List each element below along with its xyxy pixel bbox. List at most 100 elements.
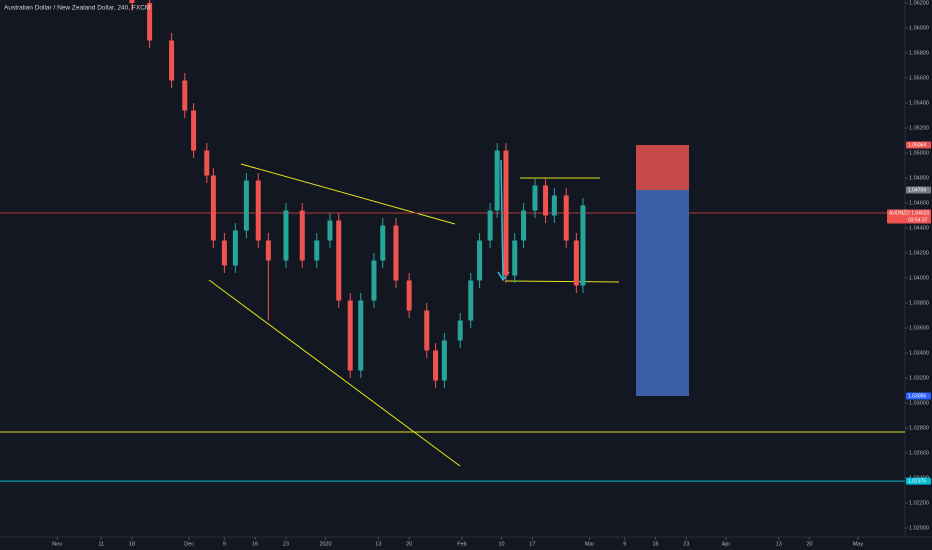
candle-body [327, 220, 333, 241]
x-tick-label: 9 [223, 541, 226, 547]
candle-body [243, 180, 249, 231]
x-tick-label: 20 [806, 541, 812, 547]
candle-body [441, 340, 447, 381]
x-tick-label: 9 [623, 541, 626, 547]
price-label: AUDNZD 1.04520 [889, 210, 930, 216]
x-tick-label: May [853, 541, 864, 547]
y-tick-label: 1.04600 [909, 200, 929, 206]
candle-body [512, 240, 518, 276]
x-tick-label: 18 [129, 541, 135, 547]
price-label: 1.05064 [908, 142, 926, 148]
y-tick-label: 1.03800 [909, 300, 929, 306]
y-tick-label: 1.03000 [909, 400, 929, 406]
x-tick-label: Nov [52, 541, 62, 547]
y-tick-label: 1.05200 [909, 125, 929, 131]
price-label: 1.04704 [908, 187, 926, 193]
candle-body [494, 150, 500, 211]
y-tick-label: 1.05000 [909, 150, 929, 156]
y-tick-label: 1.05400 [909, 100, 929, 106]
x-tick-label: 2020 [319, 541, 331, 547]
candle-body [477, 240, 483, 281]
chart-title: Australian Dollar / New Zealand Dollar, … [4, 5, 150, 12]
candle-body [191, 110, 197, 151]
candle-body [468, 280, 474, 321]
candle-body [255, 180, 261, 241]
y-tick-label: 1.04800 [909, 175, 929, 181]
candle-body [380, 225, 386, 261]
candle-body [204, 150, 210, 176]
candle-body [232, 230, 238, 266]
x-tick-label: 10 [498, 541, 504, 547]
x-tick-label: 13 [776, 541, 782, 547]
candle-body [573, 240, 579, 286]
candle-body [129, 0, 135, 3]
candle-body [433, 350, 439, 381]
y-tick-label: 1.03200 [909, 375, 929, 381]
y-tick-label: 1.04400 [909, 225, 929, 231]
countdown: 03:54:37 [908, 217, 928, 223]
candle-body [543, 185, 549, 216]
y-tick-label: 1.04000 [909, 275, 929, 281]
x-tick-label: 23 [683, 541, 689, 547]
candle-body [371, 260, 377, 301]
y-tick-label: 1.02200 [909, 500, 929, 506]
loss-zone [636, 190, 689, 396]
price-label: 1.03056 [908, 393, 926, 399]
y-tick-label: 1.06200 [909, 0, 929, 6]
candle-body [457, 320, 463, 341]
x-tick-label: 17 [529, 541, 535, 547]
price-label-box [906, 477, 931, 485]
x-tick-label: Dec [184, 541, 194, 547]
candle-body [182, 80, 188, 111]
price-label-box [906, 186, 931, 194]
x-tick-label: 16 [652, 541, 658, 547]
candle-body [169, 40, 175, 81]
candle-body [393, 225, 399, 281]
y-tick-label: 1.04200 [909, 250, 929, 256]
x-tick-label: 16 [252, 541, 258, 547]
candle-body [314, 240, 320, 261]
y-tick-label: 1.06000 [909, 25, 929, 31]
candle-body [406, 280, 412, 311]
candle-body [532, 185, 538, 211]
price-label-box [887, 209, 931, 224]
candle-body [563, 195, 569, 241]
trendline [240, 163, 456, 225]
candle-body [503, 150, 509, 276]
candle-body [336, 220, 342, 301]
x-tick-label: 23 [283, 541, 289, 547]
candle-body [283, 210, 289, 261]
trendline [208, 279, 461, 467]
price-label-box [906, 141, 931, 149]
x-tick-label: Apr [722, 541, 731, 547]
y-tick-label: 1.02800 [909, 425, 929, 431]
profit-zone [636, 145, 689, 190]
candle-body [299, 210, 305, 261]
price-label: 1.02375 [908, 478, 926, 484]
range-line [504, 280, 620, 283]
candle-body [521, 210, 527, 241]
x-tick-label: Feb [457, 541, 466, 547]
x-tick-label: 11 [98, 541, 104, 547]
y-tick-label: 1.02000 [909, 525, 929, 531]
y-tick-label: 1.03600 [909, 325, 929, 331]
candle-body [580, 205, 586, 286]
candle-body [147, 3, 153, 41]
plot-area [0, 0, 905, 482]
y-tick-label: 1.03400 [909, 350, 929, 356]
x-tick-label: 20 [406, 541, 412, 547]
x-tick-label: 13 [375, 541, 381, 547]
candle-body [210, 175, 216, 241]
candle-body [221, 240, 227, 266]
candle-body [358, 300, 364, 371]
price-label-box [906, 392, 931, 400]
x-tick-label: Mar [585, 541, 595, 547]
y-tick-label: 1.05600 [909, 75, 929, 81]
candle-body [424, 310, 430, 351]
candle-body [551, 195, 557, 216]
y-tick-label: 1.05800 [909, 50, 929, 56]
candle-body [347, 300, 353, 371]
